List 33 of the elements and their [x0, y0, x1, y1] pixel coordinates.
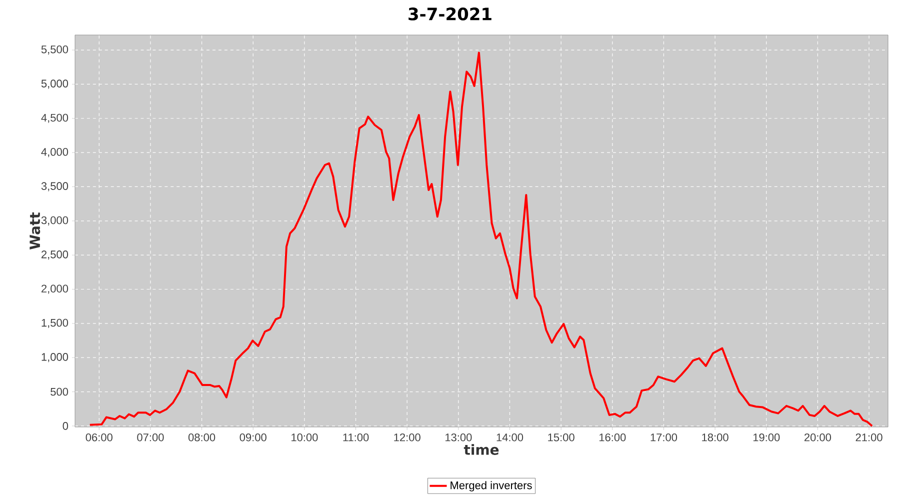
x-tick-label: 16:00: [599, 434, 626, 442]
y-tick-label: 2,000: [42, 284, 68, 294]
legend-label: Merged inverters: [450, 481, 532, 492]
y-tick-label: 1,000: [42, 353, 68, 362]
x-tick-label: 12:00: [394, 434, 420, 442]
x-tick-label: 14:00: [496, 434, 524, 442]
x-tick-label: 21:00: [856, 434, 882, 442]
line-series: [88, 52, 874, 427]
x-tick-label: 10:00: [292, 434, 318, 442]
y-tick-label: 4,000: [41, 148, 68, 158]
chart-title: 3-7-2021: [408, 8, 492, 20]
x-tick-label: 13:00: [445, 434, 472, 442]
x-tick-label: 17:00: [650, 434, 678, 442]
y-tick-label: 500: [50, 388, 68, 396]
x-tick-label: 19:00: [753, 434, 780, 442]
x-tick-label: 20:00: [804, 434, 832, 442]
y-tick-label: 4,500: [41, 114, 68, 123]
y-tick-label: 2,500: [42, 250, 68, 260]
x-axis-title: time: [464, 444, 499, 455]
x-tick-label: 11:00: [343, 434, 369, 442]
x-tick-label: 07:00: [137, 434, 164, 442]
y-tick-label: 3,500: [41, 182, 68, 192]
y-tick-label: 1,500: [42, 318, 68, 328]
x-tick-label: 08:00: [188, 434, 216, 442]
x-tick-label: 09:00: [240, 434, 266, 442]
y-tick-label: 0: [62, 422, 68, 430]
y-tick-label: 3,000: [41, 216, 68, 226]
y-tick-label: 5,500: [41, 45, 68, 55]
y-tick-label: 5,000: [41, 80, 68, 89]
x-tick-label: 06:00: [86, 434, 112, 442]
x-tick-label: 15:00: [548, 434, 574, 442]
y-axis-title: Watt: [30, 212, 40, 250]
x-tick-label: 18:00: [702, 434, 728, 442]
